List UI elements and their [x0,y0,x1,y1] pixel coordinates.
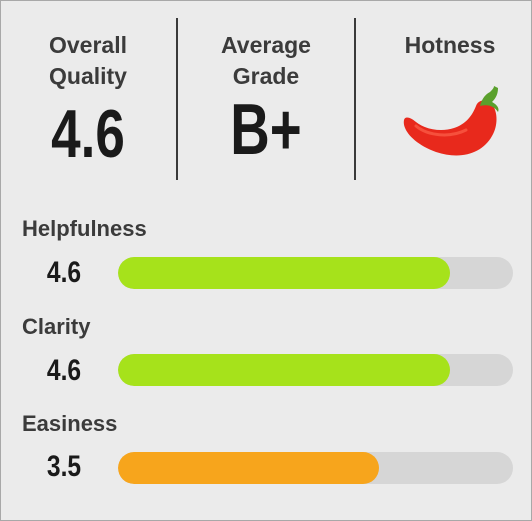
metric-bar-track [118,452,513,484]
chili-pepper-body [403,100,497,156]
divider-left [176,18,178,180]
overall-quality-value: 4.6 [51,96,125,172]
average-grade-value: B+ [230,90,302,170]
metric-label: Easiness [22,411,118,436]
hotness-label: Hotness [404,32,496,58]
metric-bar-track [118,354,513,386]
metric-bar-track [118,257,513,289]
metric-value: 4.6 [46,256,82,289]
summary-row: Overall Quality 4.6 Average Grade B+ Hot… [0,0,532,190]
divider-right [354,18,356,180]
metric-label: Helpfulness [22,216,147,241]
metric-bar-fill [118,452,379,484]
overall-quality-label: Overall Quality [28,30,148,92]
average-grade-label: Average Grade [206,30,326,92]
metric-bar-fill [118,354,450,386]
chili-pepper-highlight [414,124,468,137]
overall-quality-label-line1: Overall [49,32,127,58]
metric-value: 3.5 [46,450,82,483]
average-grade-label-line1: Average [221,32,311,58]
metric-label: Clarity [22,314,91,339]
metric-bar-fill [118,257,450,289]
chili-pepper-icon [403,86,499,156]
metric-value: 4.6 [46,354,82,387]
average-grade-label-line2: Grade [232,63,300,89]
chili-pepper-stem [480,86,499,112]
overall-quality-label-line2: Quality [49,63,127,89]
